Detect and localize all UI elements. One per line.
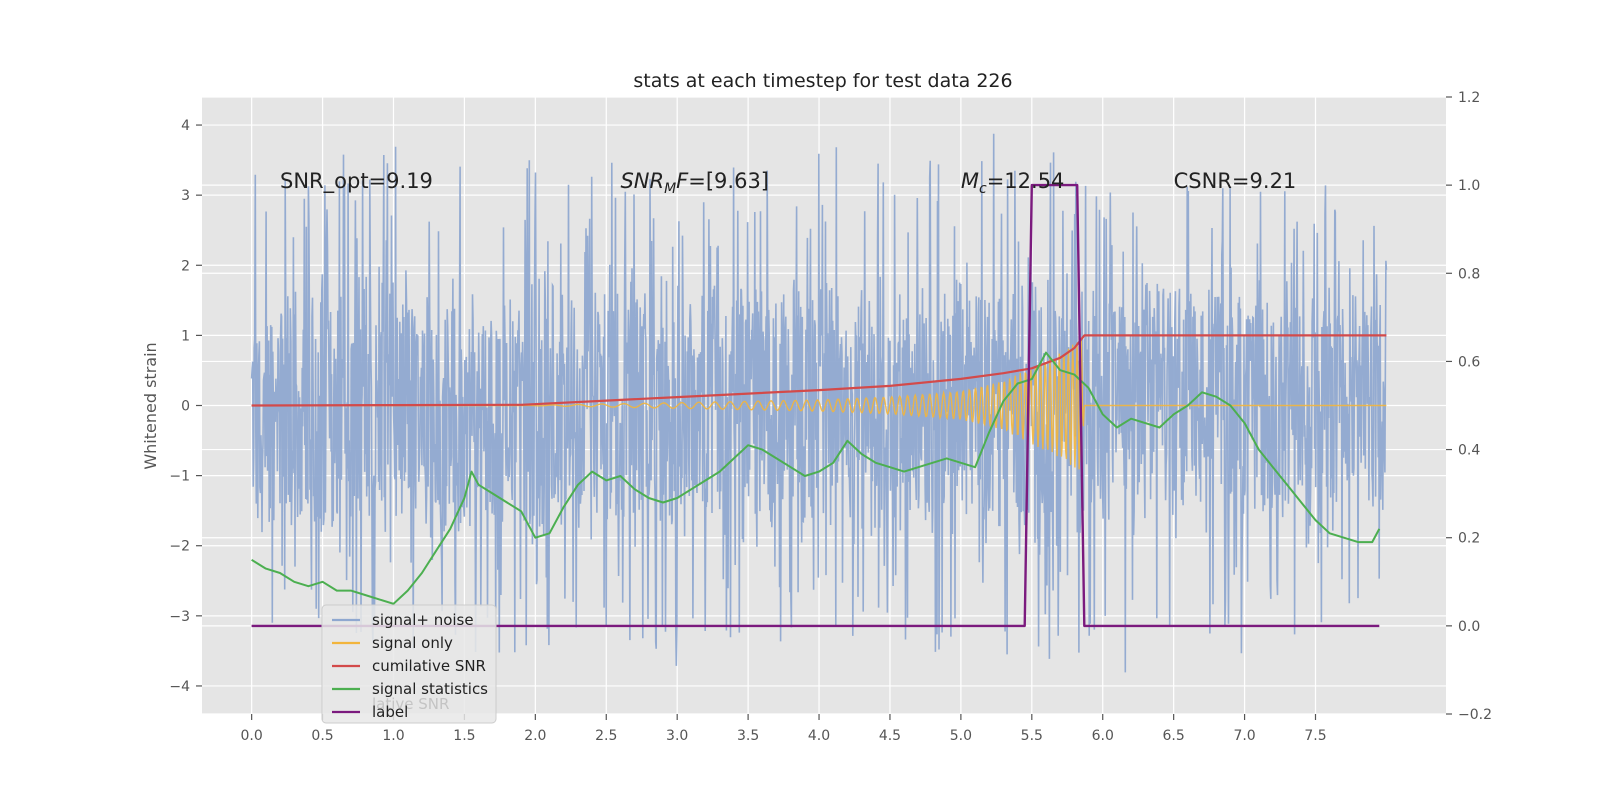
x-tick-label: 2.5 — [595, 728, 617, 744]
annotation-snr-opt: SNR_opt=9.19 — [280, 169, 433, 194]
legend-label-noise: signal+ noise — [372, 611, 474, 629]
y-tick-label: −4 — [169, 679, 190, 695]
y-right-tick-label: 1.0 — [1458, 178, 1480, 194]
legend-label-stats: signal statistics — [372, 680, 488, 698]
legend-label-label: label — [372, 703, 408, 721]
x-tick-label: 3.0 — [666, 728, 688, 744]
y-tick-label: −3 — [169, 609, 190, 625]
x-tick-label: 2.0 — [524, 728, 546, 744]
chart-title: stats at each timestep for test data 226 — [633, 70, 1012, 92]
x-tick-label: 5.5 — [1021, 728, 1043, 744]
series-line-label — [251, 183, 1380, 628]
y-right-tick-label: 0.8 — [1458, 266, 1480, 282]
x-axis: 0.0 0.5 1.0 1.5 2.0 2.5 3.0 3.5 4.0 4.5 5.0 5.5 6.0 6… — [241, 714, 1327, 744]
x-tick-label: 1.0 — [382, 728, 404, 744]
y-right-tick-label: 0.0 — [1458, 619, 1480, 635]
annotation-snr-mf: SNRMF=[9.63] — [620, 169, 769, 197]
series-line-signal-noise — [250, 133, 1388, 673]
y-tick-label: 2 — [181, 258, 190, 274]
y-axis-left: 4 3 2 1 0 −1 −2 −3 −4 — [169, 118, 202, 695]
y-tick-label: 3 — [181, 188, 190, 204]
x-tick-label: 7.5 — [1304, 728, 1326, 744]
y-right-tick-label: 1.2 — [1458, 90, 1480, 106]
legend-label-csnr: cumilative SNR — [372, 657, 486, 675]
annotation-mc: Mc=12.54 — [961, 169, 1065, 197]
legend-label-signal: signal only — [372, 634, 453, 652]
x-tick-label: 4.5 — [879, 728, 901, 744]
y-right-tick-label: 0.4 — [1458, 443, 1480, 459]
series-line-cumilative-snr — [251, 334, 1387, 407]
y-tick-label: 0 — [181, 399, 190, 415]
y-tick-label: 4 — [181, 118, 190, 134]
x-tick-label: 5.0 — [950, 728, 972, 744]
legend-ghost-text: lative SNR — [372, 695, 449, 713]
series-layer — [250, 133, 1388, 673]
x-tick-label: 7.0 — [1233, 728, 1255, 744]
y-right-tick-label: 0.2 — [1458, 531, 1480, 547]
legend: lative SNR signal+ noise signal only cumila… — [321, 604, 497, 724]
y-tick-label: 1 — [181, 328, 190, 344]
y-tick-label: −2 — [169, 539, 190, 555]
y-right-tick-label: 0.6 — [1458, 354, 1480, 370]
annotation-csnr: CSNR=9.21 — [1174, 169, 1297, 193]
y-axis-right: 1.2 1.0 0.8 0.6 0.4 0.2 0.0 −0.2 — [1446, 90, 1492, 723]
legend-box — [321, 604, 497, 724]
x-tick-label: 1.5 — [453, 728, 475, 744]
x-tick-label: 4.0 — [808, 728, 830, 744]
y-tick-label: −1 — [169, 469, 190, 485]
x-tick-label: 3.5 — [737, 728, 759, 744]
annotations: SNR_opt=9.19 SNRMF=[9.63] Mc=12.54 CSNR=9.2… — [280, 169, 1296, 197]
y-right-tick-label: −0.2 — [1458, 707, 1492, 723]
x-tick-label: 0.5 — [311, 728, 333, 744]
x-tick-label: 0.0 — [241, 728, 263, 744]
y-axis-label: Whitened strain — [141, 342, 160, 469]
series-line-signal-statistics — [251, 351, 1381, 605]
x-tick-label: 6.5 — [1163, 728, 1185, 744]
x-tick-label: 6.0 — [1092, 728, 1114, 744]
